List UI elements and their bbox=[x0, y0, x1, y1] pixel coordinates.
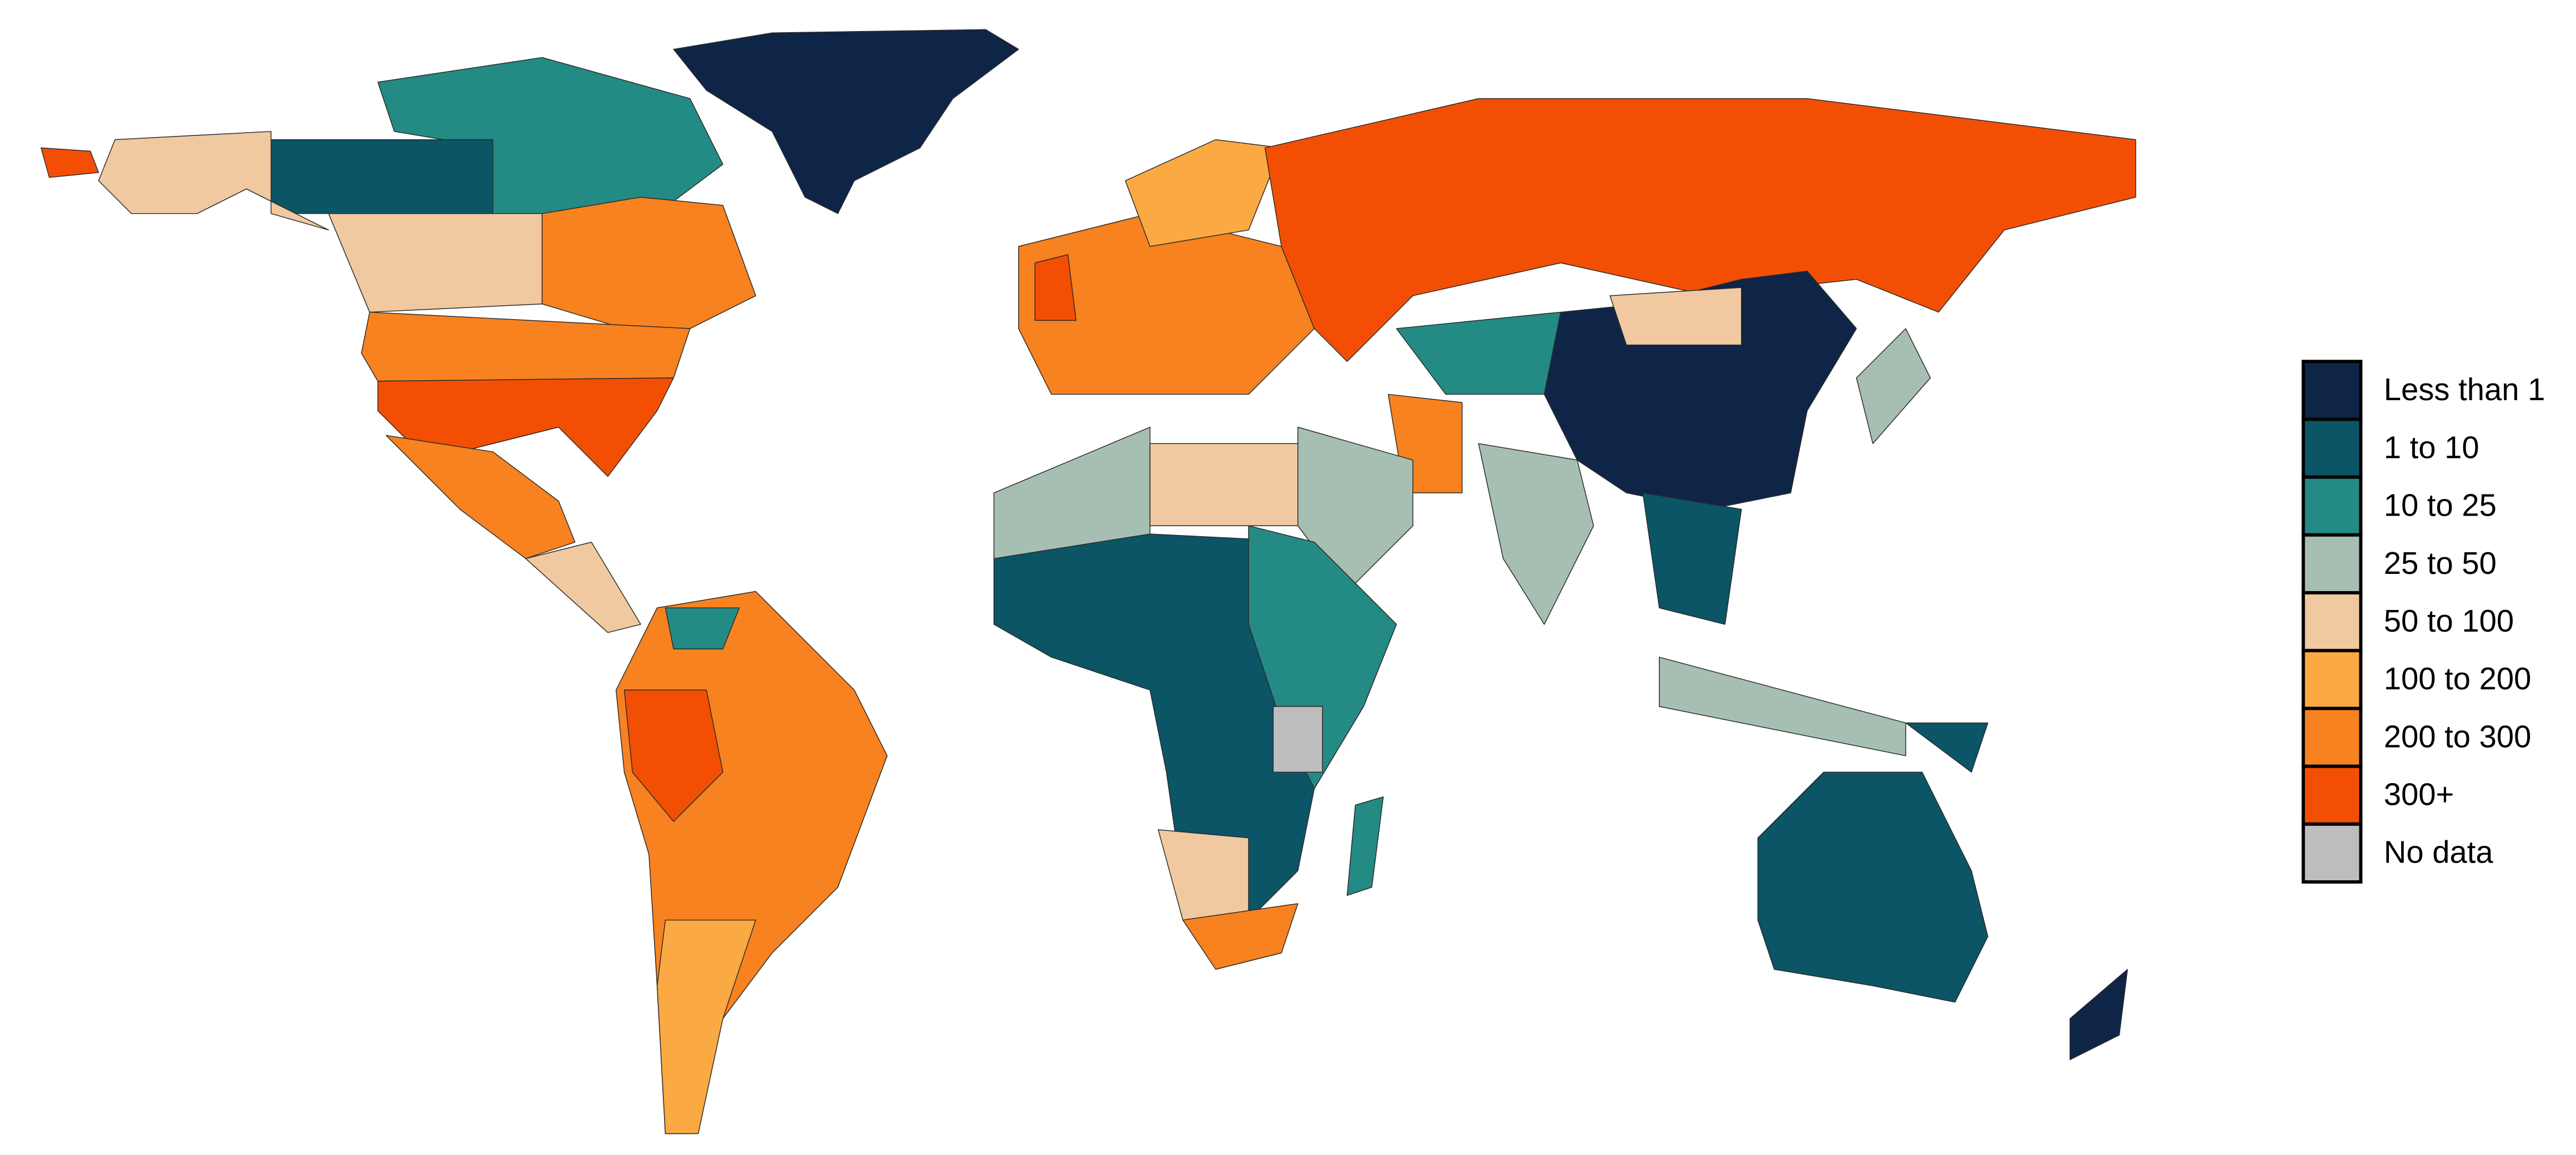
russia bbox=[1264, 98, 2136, 362]
japan-korea bbox=[1856, 328, 1931, 444]
australia bbox=[1757, 771, 1989, 1003]
india bbox=[1478, 443, 1594, 625]
legend-label: 1 to 10 bbox=[2384, 430, 2479, 465]
legend-label: 50 to 100 bbox=[2384, 603, 2514, 638]
alaska bbox=[98, 131, 329, 231]
uk bbox=[1034, 254, 1077, 321]
southeast-asia bbox=[1642, 492, 1742, 625]
legend-swatch bbox=[2301, 764, 2363, 826]
legend-label: 100 to 200 bbox=[2384, 661, 2532, 696]
map-regions bbox=[41, 29, 2136, 1134]
indonesia bbox=[1659, 657, 1906, 756]
madagascar bbox=[1346, 796, 1384, 896]
central-asia bbox=[1396, 311, 1561, 395]
central-america bbox=[525, 542, 641, 633]
aleutian bbox=[41, 147, 99, 178]
legend-label: 10 to 25 bbox=[2384, 488, 2497, 523]
argentina-chile bbox=[656, 919, 756, 1134]
south-america bbox=[615, 591, 888, 1134]
amazon-west bbox=[623, 689, 723, 822]
legend-label: No data bbox=[2384, 835, 2494, 870]
canada-west bbox=[328, 213, 543, 313]
legend-swatch bbox=[2301, 591, 2363, 653]
legend-label: 200 to 300 bbox=[2384, 719, 2532, 754]
mongolia bbox=[1609, 287, 1742, 346]
legend-label: Less than 1 bbox=[2384, 372, 2545, 407]
legend-label: 300+ bbox=[2384, 777, 2454, 812]
north-africa-east bbox=[1149, 443, 1299, 526]
greenland bbox=[673, 29, 1019, 214]
legend-swatch bbox=[2301, 417, 2363, 479]
legend-swatch bbox=[2301, 533, 2363, 594]
south-africa bbox=[1182, 903, 1299, 970]
legend-swatch bbox=[2301, 649, 2363, 710]
legend-swatch bbox=[2301, 707, 2363, 768]
scandinavia bbox=[1125, 139, 1282, 247]
mexico bbox=[385, 435, 576, 559]
canada-north bbox=[270, 139, 494, 214]
legend-label: 25 to 50 bbox=[2384, 546, 2497, 581]
venezuela bbox=[665, 607, 740, 650]
legend-swatch bbox=[2301, 822, 2363, 884]
papua-new-guinea bbox=[1905, 722, 1989, 773]
tanzania bbox=[1272, 706, 1323, 773]
new-zealand bbox=[2069, 969, 2128, 1061]
legend-swatch bbox=[2301, 360, 2363, 421]
legend: Less than 1 1 to 10 10 to 25 25 to 50 50 to … bbox=[2301, 360, 2545, 884]
canada-east bbox=[541, 196, 756, 329]
namibia bbox=[1158, 829, 1249, 921]
legend-swatch bbox=[2301, 475, 2363, 537]
